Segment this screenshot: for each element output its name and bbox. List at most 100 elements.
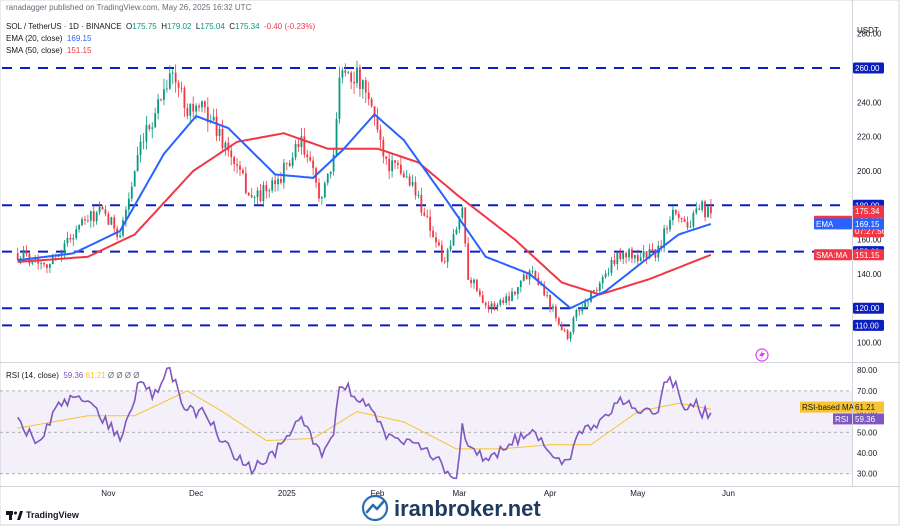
candle-body[interactable] <box>72 238 75 240</box>
candle-body[interactable] <box>16 253 19 260</box>
candle-body[interactable] <box>686 222 689 228</box>
candle-body[interactable] <box>142 141 145 143</box>
candle-body[interactable] <box>250 195 253 198</box>
candle-body[interactable] <box>616 252 619 264</box>
candle-body[interactable] <box>414 182 417 196</box>
candle-body[interactable] <box>438 242 440 246</box>
candle-body[interactable] <box>490 303 493 309</box>
candle-body[interactable] <box>672 209 674 221</box>
candle-body[interactable] <box>297 143 300 148</box>
rsi-tag[interactable]: RSI 59.36 <box>833 413 884 425</box>
candle-body[interactable] <box>253 197 256 198</box>
candle-body[interactable] <box>549 295 551 309</box>
rsi-ma-line[interactable] <box>17 390 712 450</box>
candle-body[interactable] <box>525 274 528 280</box>
candle-body[interactable] <box>423 212 426 216</box>
candle-body[interactable] <box>306 154 309 158</box>
candle-body[interactable] <box>31 261 34 264</box>
candle-body[interactable] <box>695 208 698 213</box>
candle-body[interactable] <box>435 237 437 243</box>
candle-body[interactable] <box>496 304 499 307</box>
lightning-icon[interactable] <box>755 348 769 362</box>
candle-body[interactable] <box>604 273 607 278</box>
candle-body[interactable] <box>402 173 405 178</box>
candle-body[interactable] <box>408 176 411 186</box>
candle-body[interactable] <box>610 259 613 273</box>
candle-body[interactable] <box>201 101 203 108</box>
level-tag-260[interactable]: 260.00 <box>853 62 884 74</box>
candle-body[interactable] <box>487 305 490 309</box>
candle-body[interactable] <box>461 207 464 218</box>
candle-body[interactable] <box>321 197 323 199</box>
candle-body[interactable] <box>595 290 598 291</box>
candle-body[interactable] <box>385 156 388 159</box>
candle-body[interactable] <box>183 88 186 109</box>
candle-body[interactable] <box>98 206 101 213</box>
candle-body[interactable] <box>165 88 168 90</box>
candle-body[interactable] <box>522 274 525 281</box>
candle-body[interactable] <box>332 154 335 172</box>
candle-body[interactable] <box>25 250 28 254</box>
candle-body[interactable] <box>563 330 566 332</box>
candle-body[interactable] <box>710 206 712 214</box>
candle-body[interactable] <box>148 125 151 129</box>
candle-body[interactable] <box>651 248 654 250</box>
candle-body[interactable] <box>157 99 159 114</box>
candle-body[interactable] <box>323 182 326 198</box>
level-tag-110[interactable]: 110.00 <box>853 319 884 331</box>
currency-label[interactable]: USDT <box>857 26 879 35</box>
candle-body[interactable] <box>639 257 642 262</box>
candle-body[interactable] <box>534 270 537 278</box>
candle-body[interactable] <box>543 284 546 296</box>
candle-body[interactable] <box>22 250 25 258</box>
candle-body[interactable] <box>204 101 206 108</box>
candle-body[interactable] <box>382 139 385 157</box>
candle-body[interactable] <box>625 253 627 258</box>
candle-body[interactable] <box>481 295 484 304</box>
candle-body[interactable] <box>350 72 353 82</box>
candle-body[interactable] <box>177 82 180 88</box>
candle-body[interactable] <box>353 81 355 84</box>
candle-body[interactable] <box>81 219 83 226</box>
candle-body[interactable] <box>46 264 48 268</box>
symbol-name[interactable]: SOL / TetherUS · 1D · BINANCE <box>6 22 122 31</box>
candle-body[interactable] <box>613 259 616 264</box>
candle-body[interactable] <box>326 174 329 183</box>
candle-body[interactable] <box>206 107 209 123</box>
candle-body[interactable] <box>514 291 516 294</box>
candle-body[interactable] <box>446 249 449 262</box>
candle-body[interactable] <box>236 164 238 166</box>
candle-body[interactable] <box>119 235 121 237</box>
candle-body[interactable] <box>356 67 358 84</box>
candle-body[interactable] <box>569 332 572 339</box>
candle-body[interactable] <box>244 173 247 194</box>
candle-body[interactable] <box>572 317 575 333</box>
sma-price-tag[interactable]: SMA:MA 151.15 <box>814 249 884 261</box>
candle-body[interactable] <box>160 99 162 101</box>
candle-body[interactable] <box>288 162 291 166</box>
candle-body[interactable] <box>645 251 648 259</box>
candle-body[interactable] <box>417 194 420 196</box>
candle-body[interactable] <box>186 108 189 116</box>
candle-body[interactable] <box>215 116 218 136</box>
candle-body[interactable] <box>636 255 639 262</box>
candle-body[interactable] <box>247 193 250 196</box>
candle-body[interactable] <box>502 300 505 303</box>
candle-body[interactable] <box>192 103 195 112</box>
candle-body[interactable] <box>370 98 373 107</box>
candle-body[interactable] <box>242 169 244 174</box>
candle-body[interactable] <box>262 184 265 202</box>
candle-body[interactable] <box>300 136 303 148</box>
candle-body[interactable] <box>133 171 136 187</box>
candle-body[interactable] <box>516 287 519 294</box>
candle-body[interactable] <box>40 263 42 264</box>
candle-body[interactable] <box>666 228 668 230</box>
candle-body[interactable] <box>221 128 224 149</box>
candle-body[interactable] <box>458 217 461 230</box>
sma50-line[interactable] <box>17 132 712 296</box>
candle-body[interactable] <box>136 154 139 172</box>
candle-body[interactable] <box>663 228 666 248</box>
rsi-legend[interactable]: RSI (14, close) 59.36 61.21 Ø Ø Ø Ø <box>6 371 139 380</box>
candle-body[interactable] <box>426 215 429 217</box>
